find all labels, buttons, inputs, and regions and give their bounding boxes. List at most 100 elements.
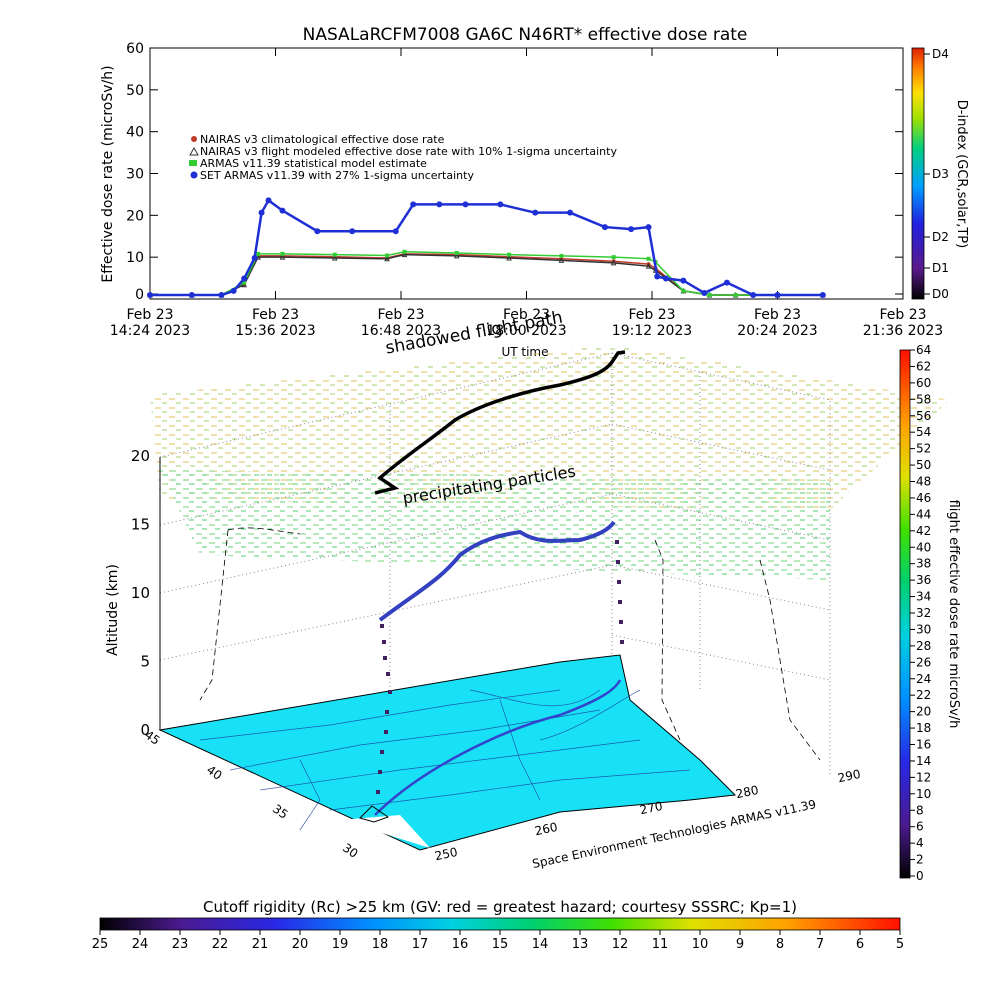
- dose-tick-label: 12: [916, 770, 931, 784]
- cutoff-colorbar: [99, 917, 901, 931]
- series-point: [242, 280, 247, 285]
- cutoff-tick-label: 23: [172, 937, 189, 952]
- x-tick-time: 19:12 2023: [612, 323, 692, 339]
- dindex-ticks: D4 D3 D2 D1 D0: [924, 47, 949, 301]
- series-point: [279, 254, 286, 260]
- mid-dose-layer: [160, 470, 830, 580]
- legend-symbol: [189, 160, 197, 166]
- cutoff-tick-label: 14: [532, 937, 549, 952]
- x-tick-date: Feb 23: [377, 307, 424, 323]
- series-3: [147, 197, 826, 298]
- dindex-colorbar: [911, 47, 925, 300]
- cutoff-tick-label: 17: [412, 937, 429, 952]
- y-tick-label: 40: [126, 125, 144, 141]
- dose-tick-label: 50: [916, 458, 931, 472]
- x-tick-date: Feb 23: [503, 307, 550, 323]
- top-y-ticks: 0 10 20 30 40 50 60: [126, 41, 903, 303]
- legend-label: NAIRAS v3 climatological effective dose …: [200, 133, 445, 146]
- altitude-ticks: 0 5 10 15 20: [131, 447, 150, 739]
- series-point: [646, 256, 651, 261]
- dindex-tick-label: D1: [932, 261, 949, 275]
- cutoff-tick-label: 22: [212, 937, 229, 952]
- cutoff-tick-label: 15: [492, 937, 509, 952]
- series-point: [453, 252, 460, 259]
- series-point: [701, 289, 708, 296]
- series-point: [454, 251, 459, 256]
- longitude-tick-label: 270: [639, 799, 664, 817]
- x-tick-time: 18:00 2023: [486, 323, 566, 339]
- series-point: [462, 201, 469, 208]
- series-point: [230, 287, 237, 294]
- legend-symbol: [190, 171, 198, 179]
- series-point: [610, 259, 617, 266]
- series-point: [280, 251, 285, 256]
- series-point: [558, 257, 565, 263]
- cutoff-tick-label: 8: [776, 937, 784, 952]
- y-tick-label: 60: [126, 41, 144, 57]
- dose-tick-label: 38: [916, 557, 931, 571]
- cutoff-tick-label: 16: [452, 937, 469, 952]
- series-point: [241, 275, 248, 282]
- dose-tick-label: 14: [916, 754, 931, 768]
- legend-symbol: [191, 136, 197, 142]
- series-point: [147, 292, 153, 298]
- dose-tick-label: 6: [916, 820, 924, 834]
- dose-tick-label: 52: [916, 442, 931, 456]
- dose-colorbar-ticks: 0246810121416182022242628303234363840424…: [910, 343, 931, 883]
- x-tick-date: Feb 23: [628, 307, 675, 323]
- series-point: [532, 209, 539, 216]
- dose-tick-label: 18: [916, 721, 931, 735]
- dose-tick-label: 54: [916, 425, 931, 439]
- series-point: [332, 252, 337, 257]
- dose-tick-label: 22: [916, 688, 931, 702]
- dindex-tick-label: D3: [932, 167, 949, 181]
- series-line: [150, 253, 823, 296]
- dose-tick-label: 32: [916, 606, 931, 620]
- cutoff-tick-label: 11: [652, 937, 669, 952]
- series-point: [258, 209, 265, 216]
- series-point: [567, 209, 574, 216]
- cutoff-rigidity-label: Cutoff rigidity (Rc) >25 km (GV: red = g…: [203, 898, 797, 916]
- legend-label: ARMAS v11.39 statistical model estimate: [200, 157, 427, 170]
- dose-tick-label: 28: [916, 639, 931, 653]
- y-tick-label: 50: [126, 83, 144, 99]
- series-point: [384, 255, 390, 262]
- departure-marker: [359, 805, 390, 823]
- series-point: [331, 254, 338, 261]
- altitude-tick-label: 0: [140, 721, 150, 739]
- series-line: [150, 253, 823, 296]
- series-1: [147, 251, 826, 298]
- y-tick-label: 20: [126, 208, 144, 224]
- dose-tick-label: 40: [916, 540, 931, 554]
- dindex-tick-label: D0: [932, 287, 949, 301]
- series-point: [401, 251, 408, 258]
- series-point: [723, 279, 730, 286]
- dose-tick-label: 4: [916, 836, 924, 850]
- dose-tick-label: 26: [916, 655, 931, 669]
- x-tick-time: 15:36 2023: [235, 323, 315, 339]
- cutoff-colorbar-ticks: 25 24 23 22 21 20 19 18 17 16 15 14 13 12 11 10 9 8 7 6 5: [92, 930, 904, 952]
- map-white-patch: [340, 815, 430, 848]
- dose-tick-label: 44: [916, 507, 931, 521]
- series-point: [750, 292, 757, 298]
- chart-title: NASALaRCFM7008 GA6C N46RT* effective dos…: [303, 25, 748, 45]
- x-tick-time: 21:36 2023: [863, 323, 943, 339]
- cutoff-tick-label: 5: [896, 937, 904, 952]
- series-point: [707, 293, 712, 297]
- series-point: [402, 249, 407, 254]
- upper-dose-layer: [150, 345, 950, 510]
- series-point: [218, 292, 225, 298]
- longitude-tick-label: 250: [434, 845, 459, 863]
- dose-tick-label: 30: [916, 622, 931, 636]
- dose-tick-label: 0: [916, 869, 924, 883]
- dose-tick-label: 42: [916, 524, 931, 538]
- series-point: [733, 293, 738, 297]
- x-tick-time: 20:24 2023: [737, 323, 817, 339]
- dose-tick-label: 24: [916, 672, 931, 686]
- series-point: [559, 253, 564, 258]
- series-point: [279, 207, 286, 214]
- series-point: [497, 201, 504, 208]
- legend-symbol: [189, 146, 199, 156]
- dose-tick-label: 60: [916, 376, 931, 390]
- x-tick-time: 14:24 2023: [110, 323, 190, 339]
